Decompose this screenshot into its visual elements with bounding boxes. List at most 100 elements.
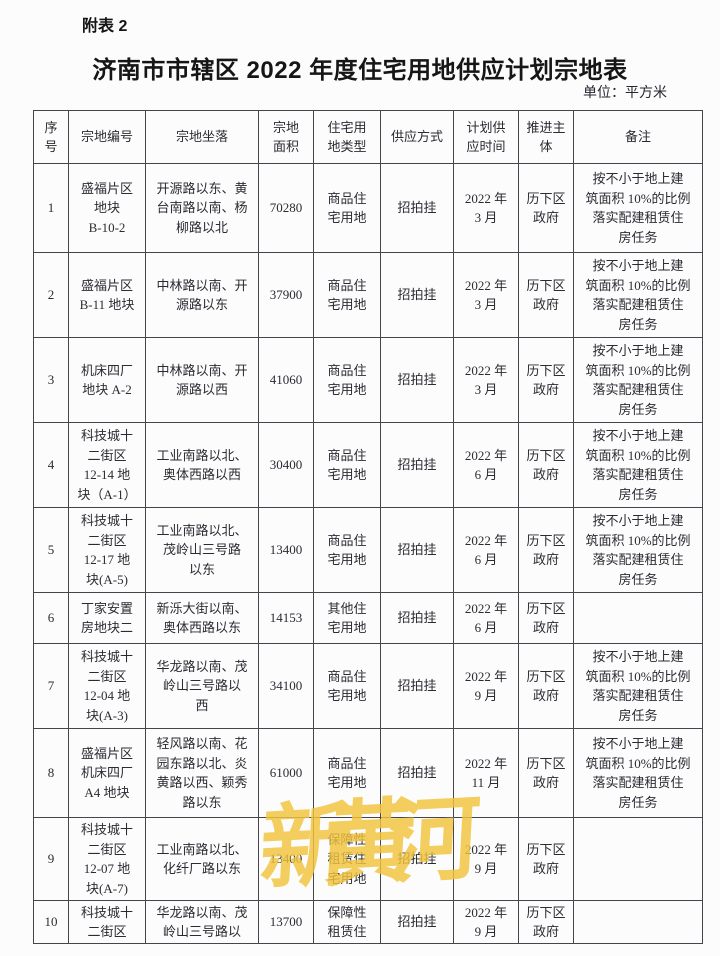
cell-parcel_no: 科技城十 二街区 12-17 地 块(A-5) [68,507,146,593]
column-header-supply_method: 供应方式 [380,110,454,164]
cell-parcel_no: 盛福片区 地块 B-10-2 [68,163,146,253]
cell-area: 61000 [258,728,314,818]
cell-parcel_no: 科技城十 二街区 [68,900,146,944]
cell-location: 新泺大街以南、 奥体西路以东 [145,592,259,644]
cell-remark: 按不小于地上建 筑面积 10%的比例 落实配建租赁住 房任务 [573,422,703,508]
column-header-seq: 序 号 [33,110,69,164]
cell-supply_method: 招拍挂 [380,900,454,944]
cell-remark [573,817,703,901]
cell-parcel_no: 科技城十 二街区 12-14 地 块（A-1） [68,422,146,508]
cell-seq: 7 [33,643,69,729]
cell-land_type: 其他住 宅用地 [313,592,381,644]
cell-supply_method: 招拍挂 [380,507,454,593]
cell-seq: 1 [33,163,69,253]
cell-remark: 按不小于地上建 筑面积 10%的比例 落实配建租赁住 房任务 [573,337,703,423]
cell-parcel_no: 盛福片区 B-11 地块 [68,252,146,338]
cell-seq: 9 [33,817,69,901]
cell-remark [573,900,703,944]
table-row: 1 盛福片区 地块 B-10-2 开源路以东、黄 台南路以南、杨 柳路以北 70280… [33,163,703,253]
cell-remark: 按不小于地上建 筑面积 10%的比例 落实配建租赁住 房任务 [573,507,703,593]
cell-planned_time: 2022 年 9 月 [453,643,519,729]
cell-land_type: 商品住 宅用地 [313,507,381,593]
cell-supply_method: 招拍挂 [380,643,454,729]
table-row: 10 科技城十 二街区 华龙路以南、茂 岭山三号路以 13700 保障性 租赁住 招拍挂 2… [33,900,703,944]
cell-seq: 5 [33,507,69,593]
cell-seq: 3 [33,337,69,423]
cell-seq: 10 [33,900,69,944]
cell-land_type: 保障性 租赁住 [313,900,381,944]
cell-remark: 按不小于地上建 筑面积 10%的比例 落实配建租赁住 房任务 [573,728,703,818]
table-header-row: 序 号宗地编号 宗地坐落 宗地 面积 住宅用 地类型 供应方式 计划供 应时间 推进主 体备… [33,110,703,164]
cell-seq: 6 [33,592,69,644]
cell-location: 华龙路以南、茂 岭山三号路以 西 [145,643,259,729]
cell-land_type: 商品住 宅用地 [313,252,381,338]
table-row: 2 盛福片区 B-11 地块 中林路以南、开 源路以东 37900 商品住 宅用地 招拍挂… [33,252,703,338]
cell-remark [573,592,703,644]
cell-planned_time: 2022 年 9 月 [453,817,519,901]
cell-planned_time: 2022 年 9 月 [453,900,519,944]
cell-supply_method: 招拍挂 [380,817,454,901]
table-row: 5 科技城十 二街区 12-17 地 块(A-5) 工业南路以北、 茂岭山三号路 以… [33,507,703,593]
cell-promoter: 历下区 政府 [518,592,574,644]
cell-seq: 4 [33,422,69,508]
cell-area: 13400 [258,507,314,593]
cell-promoter: 历下区 政府 [518,643,574,729]
cell-area: 70280 [258,163,314,253]
cell-planned_time: 2022 年 3 月 [453,252,519,338]
cell-parcel_no: 科技城十 二街区 12-04 地 块(A-3) [68,643,146,729]
cell-seq: 8 [33,728,69,818]
cell-land_type: 商品住 宅用地 [313,728,381,818]
cell-location: 华龙路以南、茂 岭山三号路以 [145,900,259,944]
cell-area: 13700 [258,900,314,944]
cell-planned_time: 2022 年 3 月 [453,337,519,423]
cell-promoter: 历下区 政府 [518,422,574,508]
table-body: 1 盛福片区 地块 B-10-2 开源路以东、黄 台南路以南、杨 柳路以北 70280… [33,163,703,944]
cell-area: 37900 [258,252,314,338]
cell-land_type: 商品住 宅用地 [313,643,381,729]
cell-land_type: 保障性 租赁住 宅用地 [313,817,381,901]
cell-area: 41060 [258,337,314,423]
cell-promoter: 历下区 政府 [518,817,574,901]
page-title: 济南市市辖区 2022 年度住宅用地供应计划宗地表 [92,57,628,84]
cell-remark: 按不小于地上建 筑面积 10%的比例 落实配建租赁住 房任务 [573,252,703,338]
cell-area: 34100 [258,643,314,729]
cell-parcel_no: 盛福片区 机床四厂 A4 地块 [68,728,146,818]
cell-area: 13400 [258,817,314,901]
cell-supply_method: 招拍挂 [380,728,454,818]
cell-promoter: 历下区 政府 [518,337,574,423]
cell-promoter: 历下区 政府 [518,900,574,944]
column-header-parcel_no: 宗地编号 [68,110,146,164]
cell-location: 轻风路以南、花 园东路以北、炎 黄路以西、颖秀 路以东 [145,728,259,818]
column-header-location: 宗地坐落 [145,110,259,164]
cell-planned_time: 2022 年 6 月 [453,422,519,508]
parcel-table: 序 号宗地编号 宗地坐落 宗地 面积 住宅用 地类型 供应方式 计划供 应时间 推进主 体备… [33,110,703,944]
cell-parcel_no: 科技城十 二街区 12-07 地 块(A-7) [68,817,146,901]
table-row: 8 盛福片区 机床四厂 A4 地块 轻风路以南、花 园东路以北、炎 黄路以西、颖秀 … [33,728,703,818]
cell-parcel_no: 丁家安置 房地块二 [68,592,146,644]
cell-land_type: 商品住 宅用地 [313,422,381,508]
cell-land_type: 商品住 宅用地 [313,163,381,253]
cell-location: 中林路以南、开 源路以东 [145,252,259,338]
cell-remark: 按不小于地上建 筑面积 10%的比例 落实配建租赁住 房任务 [573,643,703,729]
cell-location: 中林路以南、开 源路以西 [145,337,259,423]
unit-label: 单位：平方米 [583,86,667,101]
cell-planned_time: 2022 年 3 月 [453,163,519,253]
cell-location: 工业南路以北、 茂岭山三号路 以东 [145,507,259,593]
cell-land_type: 商品住 宅用地 [313,337,381,423]
cell-area: 30400 [258,422,314,508]
cell-planned_time: 2022 年 6 月 [453,592,519,644]
cell-supply_method: 招拍挂 [380,592,454,644]
cell-promoter: 历下区 政府 [518,252,574,338]
cell-location: 开源路以东、黄 台南路以南、杨 柳路以北 [145,163,259,253]
cell-planned_time: 2022 年 11 月 [453,728,519,818]
cell-supply_method: 招拍挂 [380,163,454,253]
table-row: 9 科技城十 二街区 12-07 地 块(A-7) 工业南路以北、 化纤厂路以东 13… [33,817,703,901]
cell-location: 工业南路以北、 奥体西路以西 [145,422,259,508]
table-row: 4 科技城十 二街区 12-14 地 块（A-1） 工业南路以北、 奥体西路以西 30… [33,422,703,508]
column-header-promoter: 推进主 体 [518,110,574,164]
appendix-label: 附表 2 [82,18,128,35]
table-row: 3 机床四厂 地块 A-2 中林路以南、开 源路以西 41060 商品住 宅用地 招拍挂 2… [33,337,703,423]
cell-promoter: 历下区 政府 [518,507,574,593]
cell-seq: 2 [33,252,69,338]
